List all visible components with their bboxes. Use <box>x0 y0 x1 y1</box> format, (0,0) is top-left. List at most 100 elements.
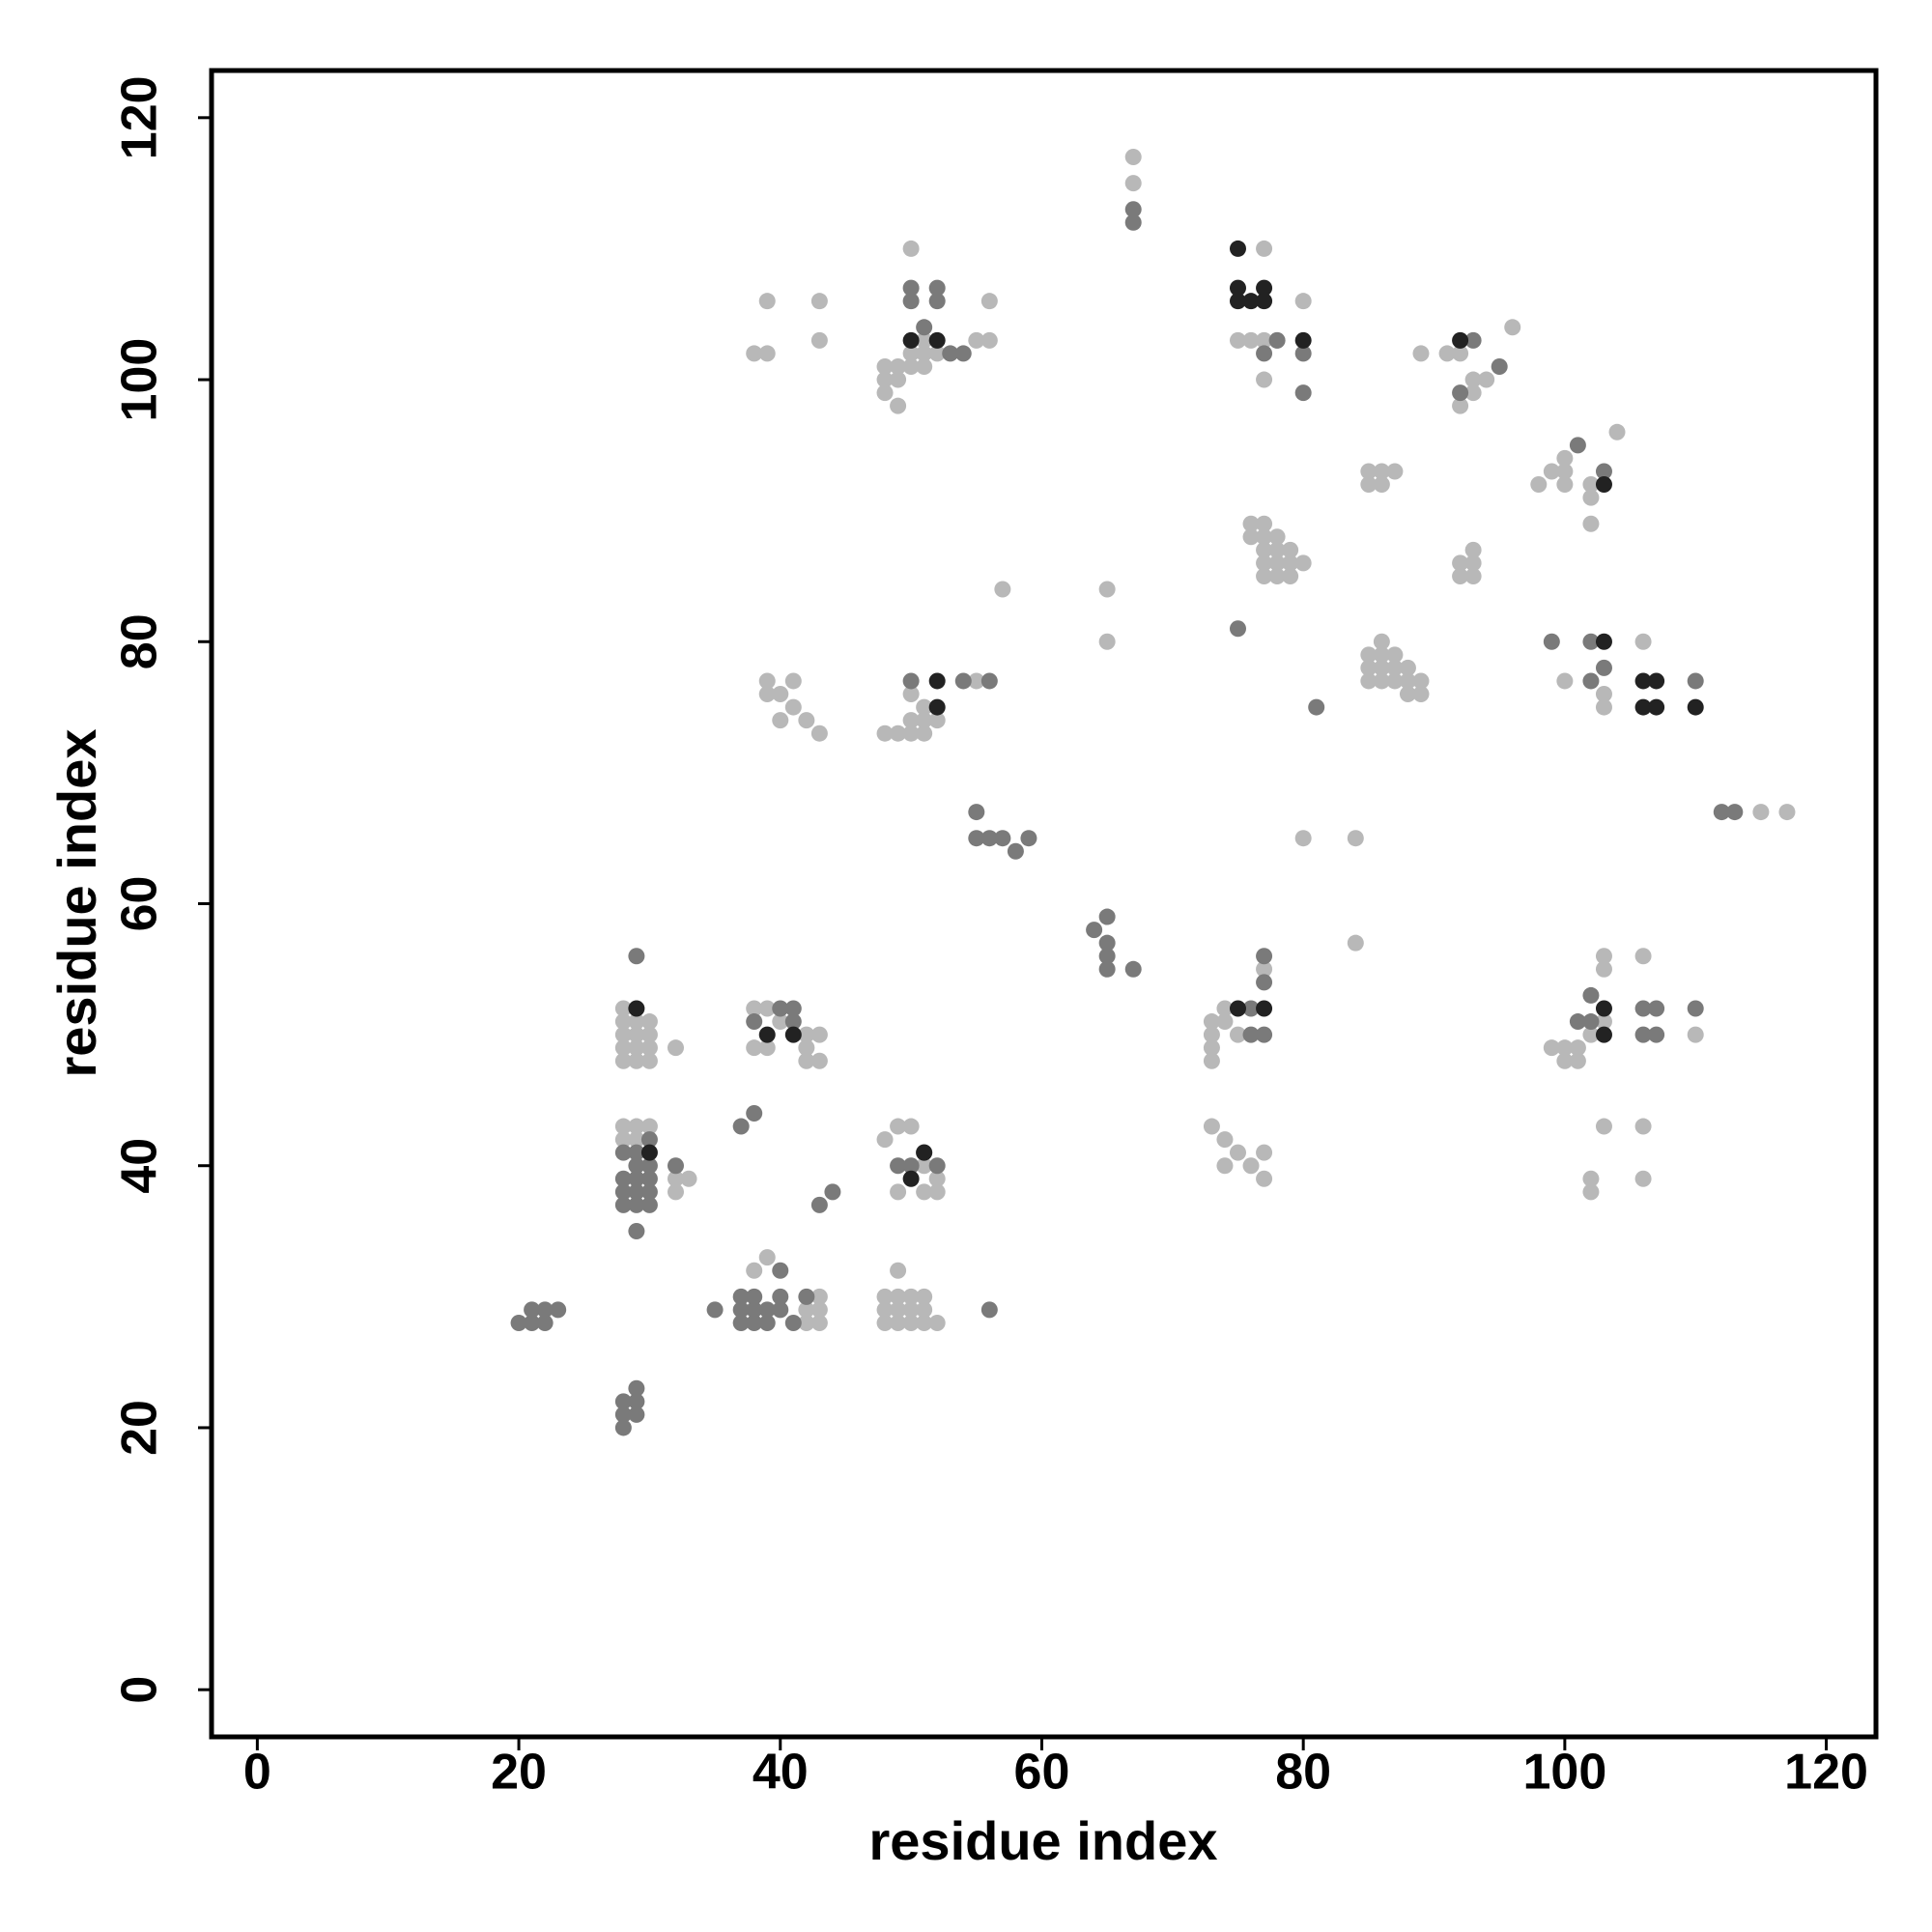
point <box>876 384 894 402</box>
point <box>928 672 946 690</box>
point <box>628 1170 645 1187</box>
point <box>1464 384 1482 402</box>
point <box>1216 1131 1234 1149</box>
point <box>980 331 998 349</box>
point <box>798 1039 815 1057</box>
point <box>1412 345 1430 362</box>
point <box>1256 1170 1273 1187</box>
point <box>1242 1000 1260 1017</box>
point <box>1229 293 1246 310</box>
point <box>890 724 907 742</box>
point <box>1687 1000 1704 1017</box>
point <box>1098 581 1116 598</box>
point <box>1242 293 1260 310</box>
point <box>1556 1052 1574 1069</box>
x-tick-label: 80 <box>1275 1745 1331 1801</box>
point <box>798 1288 815 1305</box>
point <box>772 1013 789 1031</box>
point <box>810 1196 828 1213</box>
point <box>1595 1118 1612 1135</box>
point <box>1242 1026 1260 1043</box>
x-tick-label: 120 <box>1784 1745 1868 1801</box>
point <box>1582 1026 1600 1043</box>
point <box>798 1052 815 1069</box>
point <box>640 1026 658 1043</box>
point <box>1256 240 1273 257</box>
point <box>640 1118 658 1135</box>
point <box>980 830 998 847</box>
point <box>928 331 946 349</box>
point <box>1360 476 1378 494</box>
point <box>928 279 946 297</box>
point <box>1491 357 1508 375</box>
point <box>1294 554 1312 572</box>
point <box>628 948 645 965</box>
point <box>1386 646 1404 664</box>
point <box>1124 149 1142 166</box>
point <box>1595 476 1612 494</box>
point <box>1452 345 1469 362</box>
point <box>1608 423 1626 440</box>
point <box>746 1013 763 1031</box>
point <box>640 1131 658 1149</box>
point <box>916 331 933 349</box>
point <box>1282 541 1299 558</box>
point <box>916 724 933 742</box>
point <box>1556 476 1574 494</box>
point <box>1556 1039 1574 1057</box>
x-tick-label: 60 <box>1014 1745 1070 1801</box>
point <box>1294 293 1312 310</box>
point <box>1452 567 1469 584</box>
point <box>1098 960 1116 978</box>
point <box>1556 463 1574 480</box>
point <box>1464 331 1482 349</box>
point <box>1648 672 1665 690</box>
point <box>1595 633 1612 650</box>
point <box>1504 319 1521 336</box>
point <box>1216 1000 1234 1017</box>
point <box>1242 331 1260 349</box>
point <box>1229 240 1246 257</box>
point <box>1216 1013 1234 1031</box>
point <box>1229 331 1246 349</box>
point <box>1648 1026 1665 1043</box>
point <box>1256 293 1273 310</box>
point <box>536 1301 554 1319</box>
point <box>1412 672 1430 690</box>
point <box>890 1157 907 1175</box>
point <box>640 1183 658 1201</box>
point <box>784 698 802 716</box>
point <box>1386 672 1404 690</box>
point <box>1634 698 1652 716</box>
point <box>890 357 907 375</box>
point <box>1543 633 1560 650</box>
y-axis-title: residue index <box>46 728 107 1077</box>
point <box>732 1288 750 1305</box>
point <box>902 1301 920 1319</box>
point <box>667 1183 684 1201</box>
point <box>916 712 933 729</box>
point <box>1256 567 1273 584</box>
point <box>628 1379 645 1397</box>
point <box>1595 698 1612 716</box>
point <box>1452 554 1469 572</box>
point <box>746 1104 763 1122</box>
point <box>1595 659 1612 676</box>
point <box>614 1144 632 1161</box>
point <box>1256 371 1273 388</box>
point <box>968 830 985 847</box>
point <box>1634 1170 1652 1187</box>
point <box>1399 686 1416 703</box>
point <box>1569 1013 1586 1031</box>
point <box>1256 345 1273 362</box>
point <box>614 1039 632 1057</box>
point <box>1595 948 1612 965</box>
plot-frame <box>209 68 1879 1740</box>
point <box>1229 620 1246 638</box>
point <box>810 293 828 310</box>
point <box>758 1314 776 1331</box>
point <box>1464 554 1482 572</box>
point <box>1648 698 1665 716</box>
point <box>1268 331 1286 349</box>
